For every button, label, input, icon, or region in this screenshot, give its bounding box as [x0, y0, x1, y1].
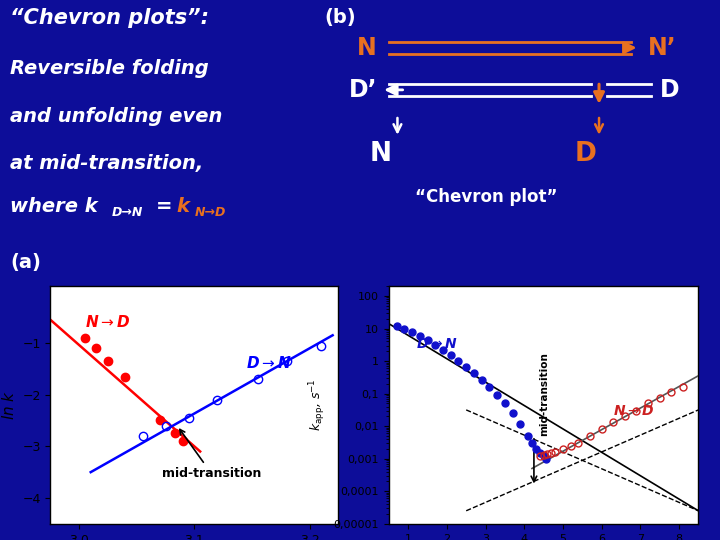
Text: N→D: N→D: [194, 206, 226, 219]
Text: D: D: [660, 78, 679, 102]
Text: where k: where k: [10, 197, 98, 215]
Text: D’: D’: [349, 78, 377, 102]
Y-axis label: $k_\mathrm{app}$, s$^{-1}$: $k_\mathrm{app}$, s$^{-1}$: [307, 379, 328, 431]
Text: N$\rightarrow$D: N$\rightarrow$D: [613, 404, 654, 418]
Text: D$\rightarrow$N: D$\rightarrow$N: [246, 355, 292, 372]
Text: (a): (a): [10, 253, 41, 272]
Text: D→N: D→N: [112, 206, 143, 219]
Text: N: N: [357, 36, 377, 60]
Text: D$\rightarrow$N: D$\rightarrow$N: [416, 337, 458, 351]
Text: k: k: [176, 197, 189, 215]
Text: N’: N’: [647, 36, 676, 60]
Text: N$\rightarrow$D: N$\rightarrow$D: [85, 314, 130, 330]
Text: mid-transition: mid-transition: [539, 352, 549, 436]
Text: and unfolding even: and unfolding even: [10, 107, 222, 126]
Text: at mid-transition,: at mid-transition,: [10, 154, 204, 173]
Text: Reversible folding: Reversible folding: [10, 59, 209, 78]
Y-axis label: ln $k$: ln $k$: [1, 390, 17, 420]
Text: D: D: [575, 141, 597, 167]
Text: (b): (b): [325, 9, 356, 28]
Text: “Chevron plot”: “Chevron plot”: [415, 187, 557, 206]
Text: =: =: [156, 197, 172, 215]
Text: mid-transition: mid-transition: [162, 429, 261, 480]
Text: N: N: [369, 141, 391, 167]
Text: “Chevron plots”:: “Chevron plots”:: [10, 9, 209, 29]
